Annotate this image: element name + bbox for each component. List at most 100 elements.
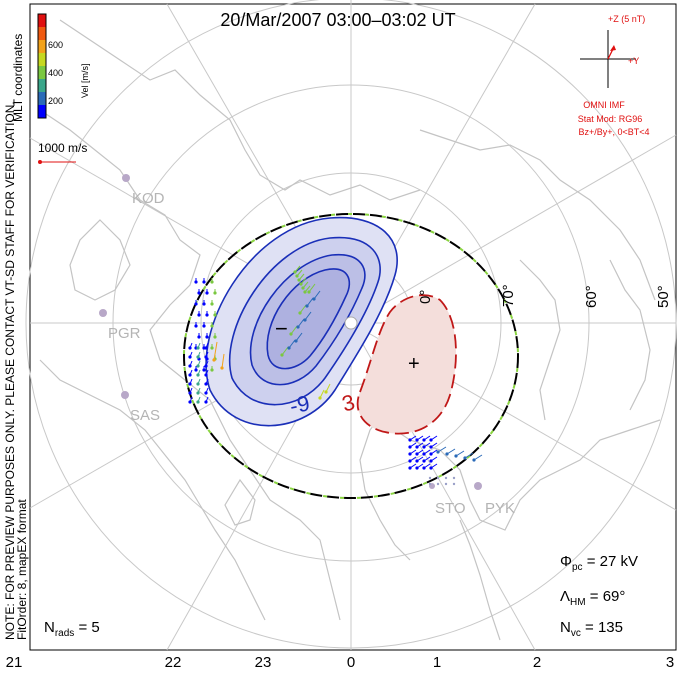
vector-origin bbox=[428, 476, 432, 480]
vector-origin bbox=[444, 476, 448, 480]
velocity-vector bbox=[281, 346, 289, 356]
velocity-vector bbox=[437, 446, 447, 453]
coastline bbox=[224, 478, 256, 526]
velocity-vector bbox=[189, 396, 193, 403]
colorbar-tick-400: 400 bbox=[48, 68, 63, 78]
velocity-vector bbox=[302, 281, 309, 289]
coastline bbox=[419, 129, 656, 301]
mlt-label-3: 3 bbox=[666, 654, 674, 671]
velocity-vector bbox=[409, 463, 417, 469]
hm-boundary-black bbox=[183, 213, 519, 499]
velocity-vector bbox=[430, 456, 438, 462]
velocity-vector bbox=[430, 435, 438, 441]
velocity-vector bbox=[423, 435, 431, 441]
velocity-vector bbox=[221, 353, 225, 369]
velocity-vector bbox=[473, 454, 483, 461]
colorbar-swatch bbox=[38, 79, 46, 92]
velocity-vector bbox=[416, 456, 424, 462]
mlt-label-21: 21 bbox=[6, 654, 23, 671]
velocity-vector bbox=[416, 449, 424, 455]
vector-origin bbox=[452, 482, 456, 486]
station-label: KOD bbox=[132, 190, 165, 207]
station-marker bbox=[474, 482, 482, 490]
velocity-vector bbox=[446, 448, 456, 455]
velocity-vector bbox=[213, 341, 218, 361]
velocity-vector bbox=[423, 449, 431, 455]
station-label: STO bbox=[435, 500, 466, 517]
vector-origin bbox=[436, 482, 440, 486]
velocity-vector bbox=[205, 351, 209, 358]
pole-marker bbox=[344, 316, 358, 330]
colorbar-swatch bbox=[38, 40, 46, 53]
colorbar-swatch bbox=[38, 14, 46, 27]
station-kod: KOD bbox=[122, 174, 165, 207]
velocity-vector bbox=[409, 435, 417, 441]
station-marker bbox=[99, 309, 107, 317]
imf-stat-model: Stat Mod: RG96 bbox=[578, 114, 643, 124]
velocity-vector bbox=[409, 456, 417, 462]
velocity-vector bbox=[416, 463, 424, 469]
mlt-label-1: 1 bbox=[433, 654, 441, 671]
lambda-hm-value: = 69° bbox=[586, 588, 626, 605]
velocity-vector bbox=[294, 265, 301, 273]
colorbar bbox=[37, 13, 47, 119]
phi-pc-symbol: Φ bbox=[560, 553, 572, 570]
nrads-subscript: rads bbox=[55, 628, 74, 639]
coord-label: MLT coordinates bbox=[11, 34, 25, 122]
velocity-vector bbox=[299, 304, 307, 314]
velocity-vector bbox=[189, 378, 193, 385]
hm-boundary-green bbox=[183, 213, 519, 499]
velocity-vector bbox=[423, 456, 431, 462]
lat-label-50: 50° bbox=[655, 285, 672, 308]
velocity-vector bbox=[197, 387, 201, 394]
station-marker bbox=[121, 391, 129, 399]
velocity-vector bbox=[423, 463, 431, 469]
velocity-vector bbox=[197, 396, 201, 403]
station-label: SAS bbox=[130, 407, 160, 424]
colorbar-swatch bbox=[38, 66, 46, 79]
velocity-vector bbox=[288, 339, 296, 349]
velocity-vector bbox=[197, 342, 201, 349]
velocity-vector bbox=[189, 369, 193, 376]
preview-note: NOTE: FOR PREVIEW PURPOSES ONLY. PLEASE … bbox=[3, 101, 17, 640]
station-sas: SAS bbox=[121, 391, 160, 424]
coastline bbox=[39, 359, 266, 621]
velocity-vector bbox=[197, 369, 201, 376]
velocity-vector bbox=[290, 325, 298, 335]
colorbar-swatch bbox=[38, 53, 46, 66]
velocity-vector bbox=[205, 387, 209, 394]
imf-condition: Bz+/By+, 0<BT<4 bbox=[578, 127, 649, 137]
velocity-vector bbox=[304, 285, 311, 293]
nvc-stat: Nvc = 135 bbox=[560, 619, 623, 639]
nvc-subscript: vc bbox=[571, 628, 581, 639]
velocity-vector bbox=[416, 435, 424, 441]
negative-cell-marker: − bbox=[275, 316, 288, 341]
velocity-vector bbox=[295, 332, 303, 342]
velocity-vector bbox=[189, 387, 193, 394]
vector-origin bbox=[436, 476, 440, 480]
positive-cell-marker: + bbox=[408, 353, 420, 375]
imf-clock: +Z (5 nT) +Y OMNI IMF Stat Mod: RG96 Bz+… bbox=[578, 14, 650, 137]
station-label: PYK bbox=[485, 500, 515, 517]
station-label: PGR bbox=[108, 325, 141, 342]
velocity-vector bbox=[430, 442, 438, 448]
velocity-vector bbox=[189, 360, 193, 367]
mlt-label-23: 23 bbox=[255, 654, 272, 671]
lat-label-70: 70° bbox=[500, 284, 517, 307]
colorbar-swatch bbox=[38, 27, 46, 40]
imf-axis-top-label: +Z (5 nT) bbox=[608, 14, 645, 24]
colorbar-label: Vel [m/s] bbox=[80, 63, 90, 98]
colorbar-swatch bbox=[38, 105, 46, 118]
coastline bbox=[609, 259, 651, 411]
nrads-value: = 5 bbox=[74, 619, 99, 636]
vector-origin bbox=[428, 482, 432, 486]
vector-origin bbox=[452, 476, 456, 480]
coastline bbox=[69, 219, 131, 301]
velocity-vector bbox=[455, 450, 465, 457]
imf-arrowhead bbox=[610, 45, 616, 51]
phi-pc-subscript: pc bbox=[572, 562, 583, 573]
nvc-value: = 135 bbox=[581, 619, 623, 636]
meridian bbox=[350, 134, 677, 324]
velocity-vector bbox=[296, 269, 303, 277]
velocity-vector bbox=[189, 342, 193, 349]
